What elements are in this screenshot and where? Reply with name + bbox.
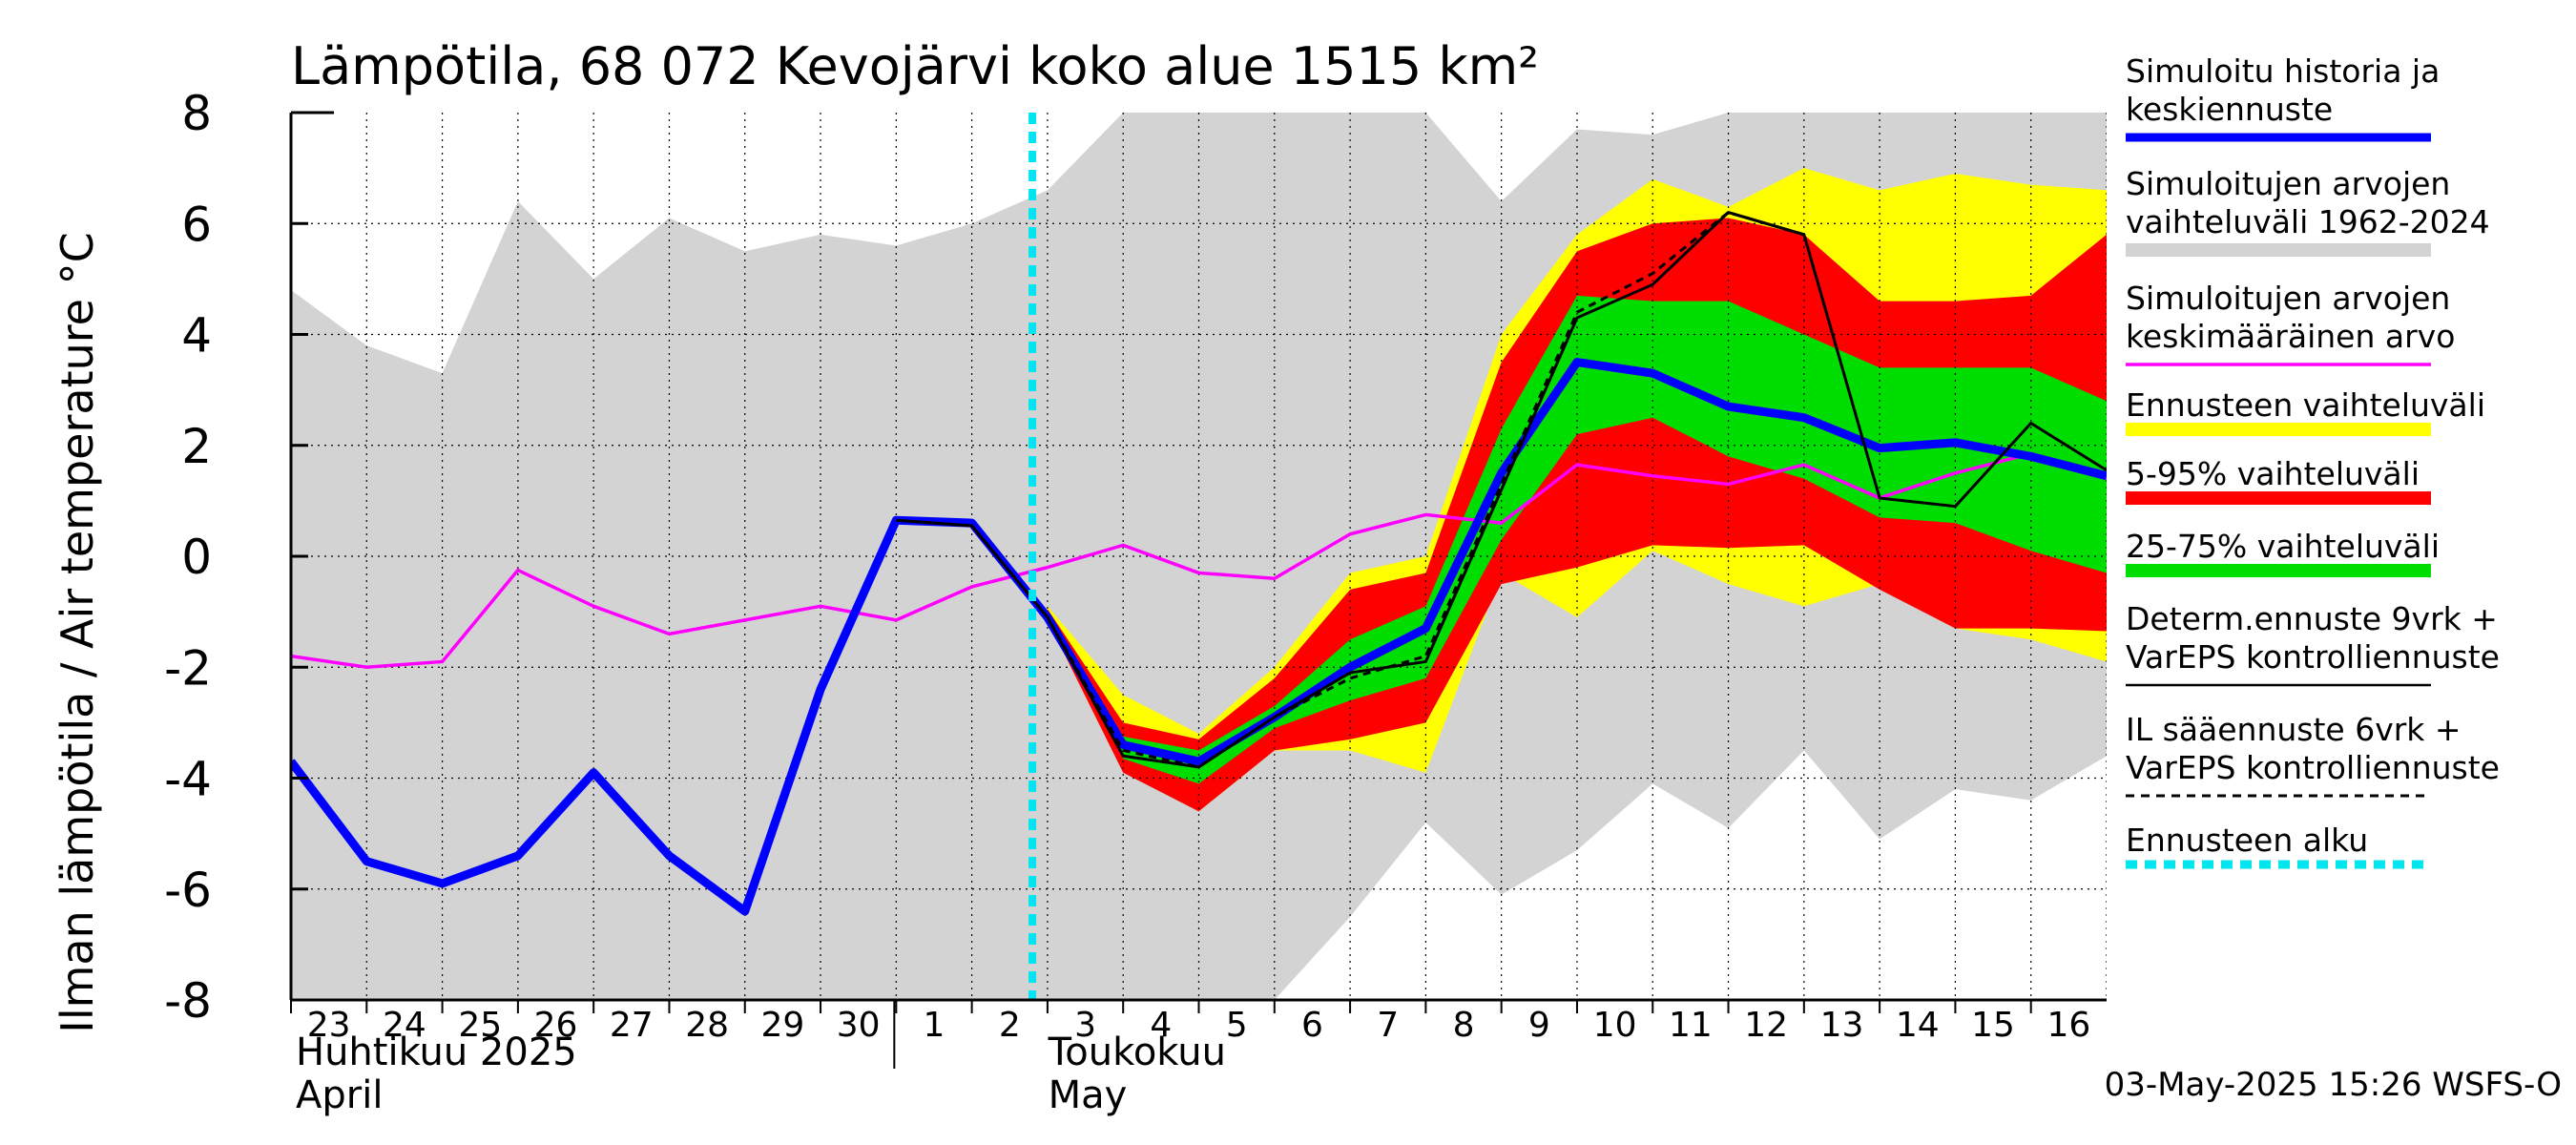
timestamp-label: 03-May-2025 15:26 WSFS-O xyxy=(2105,1066,2562,1104)
x-tick-label: 9 xyxy=(1528,1006,1550,1045)
x-tick-label: 24 xyxy=(383,1006,426,1045)
legend-item-3-label-2: keskimääräinen arvo xyxy=(2126,318,2455,355)
x-tick-label: 8 xyxy=(1453,1006,1475,1045)
x-tick-label: 6 xyxy=(1301,1006,1323,1045)
y-tick-label: -8 xyxy=(164,973,212,1029)
legend-item-9-label: Ennusteen alku xyxy=(2126,822,2368,859)
chart-title: Lämpötila, 68 072 Kevojärvi koko alue 15… xyxy=(291,36,1539,96)
x-tick-label: 12 xyxy=(1744,1006,1788,1045)
month-label: Huhtikuu 2025 xyxy=(296,1030,577,1074)
x-tick-label: 10 xyxy=(1593,1006,1637,1045)
x-tick-label: 3 xyxy=(1074,1006,1096,1045)
y-tick-label: 4 xyxy=(181,308,212,364)
y-tick-label: 2 xyxy=(181,419,212,474)
y-tick-label: -4 xyxy=(164,752,212,807)
x-tick-label: 23 xyxy=(307,1006,351,1045)
x-tick-label: 16 xyxy=(2046,1006,2090,1045)
x-tick-label: 29 xyxy=(760,1006,804,1045)
legend-item-2-label: Simuloitujen arvojen xyxy=(2126,165,2450,202)
y-tick-label: 0 xyxy=(181,530,212,585)
legend-item-8-label: IL sääennuste 6vrk + xyxy=(2126,711,2462,748)
series-line-simuloitu-historia-ja-keskiennuste xyxy=(291,358,2107,916)
x-tick-label: 27 xyxy=(610,1006,654,1045)
y-tick-label: -6 xyxy=(164,863,212,918)
y-tick-label: -2 xyxy=(164,640,212,696)
month-label: Toukokuu xyxy=(1048,1030,1226,1074)
y-tick-label: 6 xyxy=(181,197,212,252)
x-tick-label: 5 xyxy=(1226,1006,1248,1045)
x-tick-label: 13 xyxy=(1820,1006,1864,1045)
series-line-simuloitujen-arvojen-keskim-r-inen-arvo xyxy=(291,451,2107,669)
legend-item-8-label-2: VarEPS kontrolliennuste xyxy=(2126,749,2500,786)
legend-item-3-label: Simuloitujen arvojen xyxy=(2126,280,2450,317)
x-tick-label: 4 xyxy=(1150,1006,1172,1045)
band-25-75-vaihteluv-li xyxy=(1047,295,2107,784)
y-tick-label: 8 xyxy=(181,86,212,141)
x-tick-label: 7 xyxy=(1377,1006,1399,1045)
plot-content xyxy=(291,113,2107,1000)
legend-item-2-label-2: vaihteluväli 1962-2024 xyxy=(2126,203,2490,240)
x-tick-label: 15 xyxy=(1971,1006,2015,1045)
x-tick-label: 30 xyxy=(837,1006,881,1045)
x-tick-label: 14 xyxy=(1896,1006,1940,1045)
x-tick-label: 28 xyxy=(685,1006,729,1045)
x-tick-label: 11 xyxy=(1669,1006,1713,1045)
legend-item-1-label-2: keskiennuste xyxy=(2126,91,2333,128)
legend-item-7-label: Determ.ennuste 9vrk + xyxy=(2126,600,2498,637)
series-line-determ-ennuste-9vrk-vareps-kontrolliennuste xyxy=(896,211,2107,769)
legend-item-6-label: 25-75% vaihteluväli xyxy=(2126,528,2440,565)
y-axis-label: Ilman lämpötila / Air temperature °C xyxy=(52,232,103,1032)
month-label-en: May xyxy=(1049,1073,1128,1117)
month-label-en: April xyxy=(296,1073,383,1117)
x-tick-label: 2 xyxy=(999,1006,1021,1045)
plot-area xyxy=(291,113,2107,1000)
legend-item-1-label: Simuloitu historia ja xyxy=(2126,52,2440,90)
legend-item-7-label-2: VarEPS kontrolliennuste xyxy=(2126,638,2500,676)
legend-item-4-label: Ennusteen vaihteluväli xyxy=(2126,386,2485,424)
x-tick-label: 1 xyxy=(924,1006,945,1045)
x-tick-label: 25 xyxy=(458,1006,502,1045)
x-tick-label: 26 xyxy=(534,1006,578,1045)
legend-item-5-label: 5-95% vaihteluväli xyxy=(2126,455,2420,492)
